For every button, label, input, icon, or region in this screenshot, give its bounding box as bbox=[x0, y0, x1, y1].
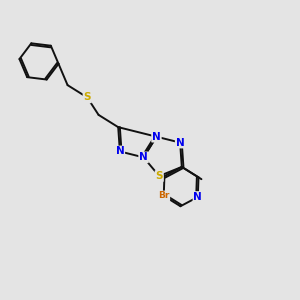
Text: Br: Br bbox=[158, 191, 169, 200]
Text: N: N bbox=[139, 152, 148, 162]
Text: N: N bbox=[116, 146, 124, 157]
Text: N: N bbox=[152, 132, 161, 142]
Text: N: N bbox=[176, 138, 184, 148]
Text: S: S bbox=[83, 92, 91, 102]
Text: N: N bbox=[194, 192, 202, 202]
Text: S: S bbox=[155, 171, 163, 181]
